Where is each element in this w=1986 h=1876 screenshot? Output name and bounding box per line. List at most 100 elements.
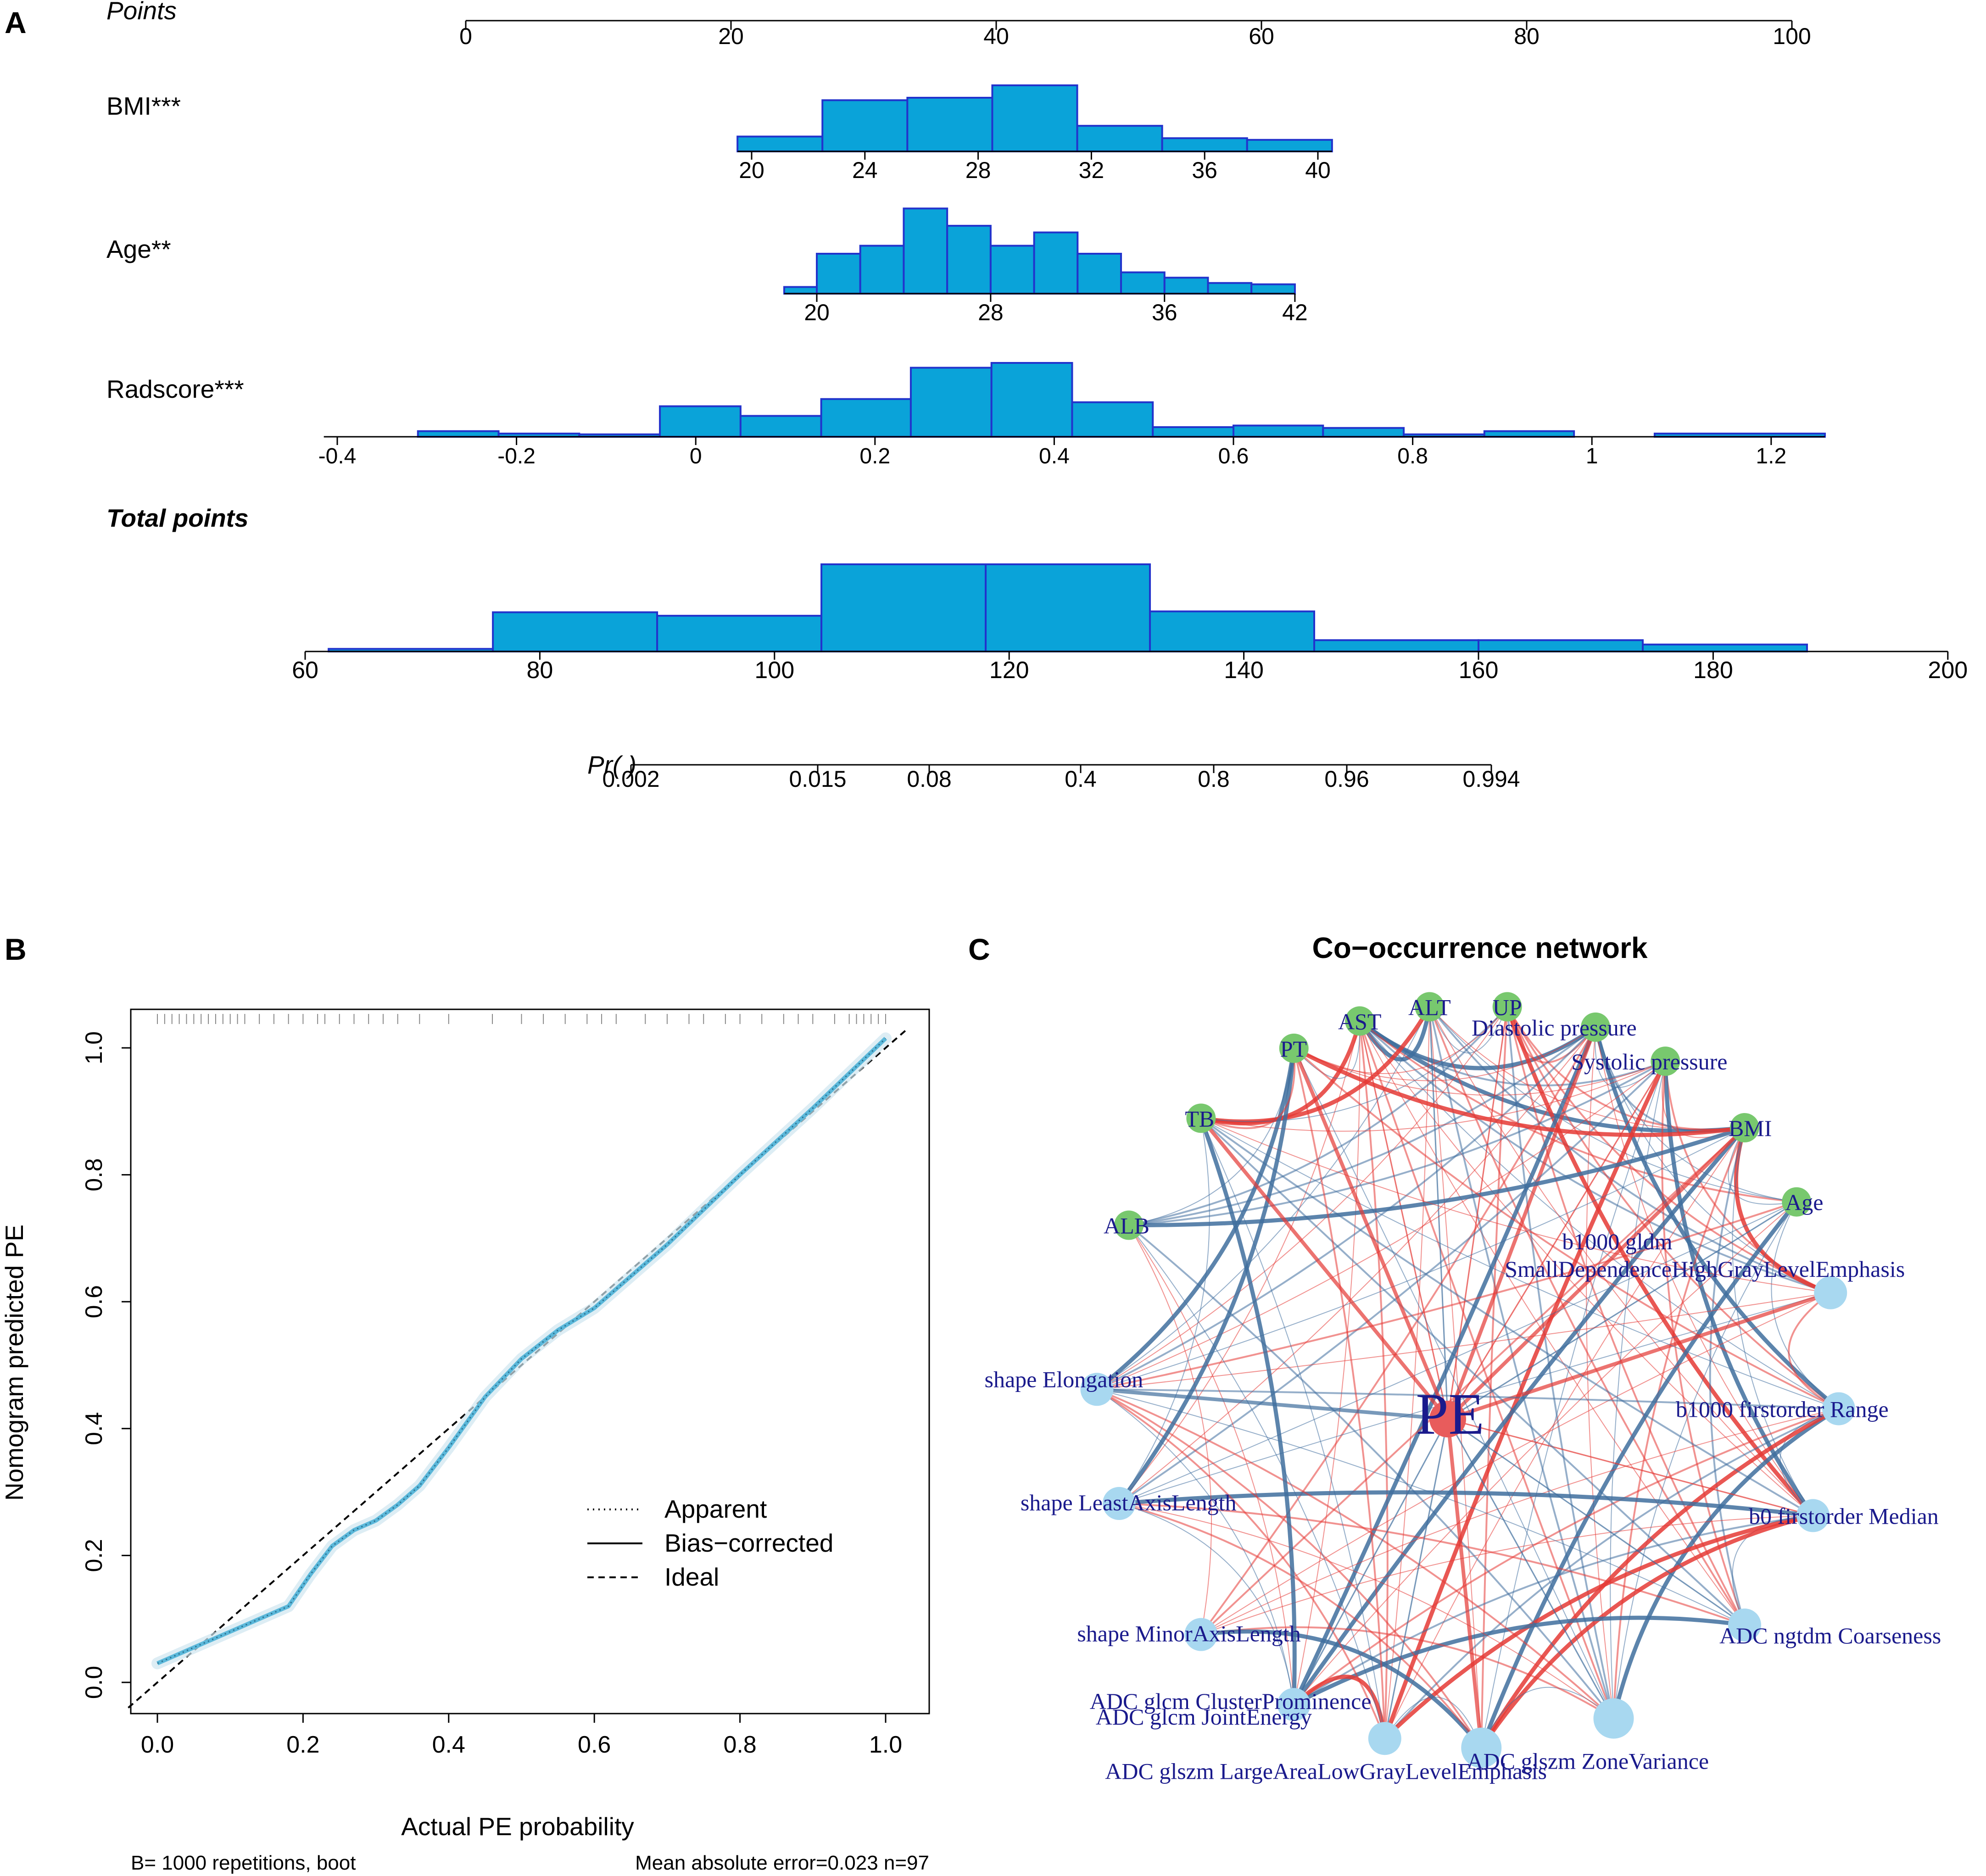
pr-axis-tick-label: 0.015 — [789, 766, 846, 792]
x-axis-label: Actual PE probability — [401, 1812, 634, 1841]
radscore-axis-tick-label: 0.4 — [1039, 444, 1070, 468]
network-node-label: ADC ngtdm Coarseness — [1719, 1623, 1941, 1648]
pr-axis-tick-label: 0.994 — [1462, 766, 1520, 792]
total-hist-bar — [1149, 610, 1316, 652]
panel-letter-b: B — [5, 932, 27, 966]
radscore-hist-bar — [1071, 401, 1154, 438]
total-axis-tick-label: 80 — [526, 657, 553, 684]
radscore-hist-bar — [739, 415, 822, 438]
network-edge-pe — [1292, 1047, 1450, 1420]
plot-frame — [130, 1008, 930, 1715]
network-edge — [1709, 1127, 1746, 1625]
network-node — [1114, 1210, 1144, 1240]
network-edge — [1200, 1117, 1746, 1626]
network-edge — [1097, 1292, 1831, 1390]
y-axis-label: Nomogram predicted PE — [0, 1225, 28, 1501]
network-node — [1729, 1113, 1759, 1143]
x-tick-label: 1.0 — [869, 1731, 902, 1758]
x-tick-label: 0.4 — [432, 1731, 465, 1758]
network-node — [1782, 1187, 1812, 1217]
network-node-label: b1000 firstorder Range — [1676, 1397, 1889, 1422]
network-edge — [1200, 1629, 1483, 1749]
network-edge — [1359, 1020, 1831, 1294]
network-edge — [1118, 1118, 1210, 1504]
radscore-axis-tick-label: -0.4 — [318, 444, 357, 468]
network-edge — [1384, 1007, 1430, 1739]
points-axis-tick-label: 80 — [1514, 23, 1540, 49]
radscore-hist-bar — [1483, 430, 1575, 438]
total-axis-tick-label: 180 — [1693, 657, 1733, 684]
x-tick-label: 0.0 — [141, 1731, 174, 1758]
points-row-label: Points — [106, 0, 177, 25]
network-panel: C Co−occurrence network AST ALT UPDiastoli… — [968, 931, 1941, 1784]
total-axis-tick-label: 120 — [989, 657, 1029, 684]
pr-axis-tick-label: 0.002 — [602, 766, 659, 792]
radscore-axis-tick-label: 0 — [690, 444, 702, 468]
total-axis-tick-label: 200 — [1928, 657, 1968, 684]
network-edge — [1096, 1388, 1482, 1748]
network-edge-pe — [1447, 1418, 1813, 1516]
network-edge — [1119, 1503, 1614, 1719]
bmi-hist-bar — [991, 84, 1078, 152]
network-edge — [1771, 1202, 1839, 1409]
nomogram-panel: A Points BMI*** Age** Radscore*** Total … — [5, 0, 1968, 792]
network-edge — [1294, 1047, 1666, 1096]
panel-letter-a: A — [5, 6, 27, 39]
network-edge — [1095, 1048, 1296, 1391]
y-tick-label: 0.0 — [81, 1666, 107, 1699]
network-edge-pe — [1446, 1026, 1597, 1420]
age-hist-bar — [946, 225, 992, 295]
bmi-row-label: BMI*** — [106, 92, 181, 120]
legend-bias-corrected: Bias−corrected — [664, 1529, 833, 1557]
radscore-hist-bar — [417, 430, 500, 438]
network-node-label: ALB — [1104, 1213, 1149, 1239]
network-edge — [1428, 1006, 1746, 1626]
radscore-axis-tick-label: 0.8 — [1397, 444, 1428, 468]
age-row-label: Age** — [106, 235, 171, 263]
network-node — [1102, 1487, 1136, 1520]
network-node — [1651, 1047, 1680, 1076]
network-node-label: SmallDependenceHighGrayLevelEmphasis — [1505, 1256, 1905, 1282]
total-hist-bar — [985, 563, 1151, 652]
network-edge — [1128, 1125, 1746, 1228]
network-edge — [1096, 1388, 1614, 1720]
calibration-panel: B 0.0 0.2 0.4 0.6 0.8 1.0 0.0 0.2 0.4 0.6 0.8 1.0 A… — [0, 932, 930, 1874]
age-hist-bar — [1250, 283, 1296, 295]
network-edge-pe — [1447, 1061, 1666, 1420]
apparent-line — [157, 1038, 887, 1664]
legend: Apparent Bias−corrected Ideal — [587, 1495, 833, 1591]
total-points-row-label: Total points — [106, 504, 249, 532]
pr-axis-tick-label: 0.96 — [1324, 766, 1369, 792]
network-edge — [1293, 1201, 1797, 1705]
total-hist-bar — [1478, 639, 1644, 653]
network-edge — [1096, 1389, 1294, 1705]
points-axis-tick-label: 0 — [459, 23, 472, 49]
network-edge — [1128, 1026, 1596, 1226]
network-node-label: Diastolic pressure — [1472, 1015, 1637, 1041]
total-hist-bar — [656, 615, 823, 652]
network-edge-pe — [1097, 1387, 1448, 1421]
bmi-axis-tick-label: 24 — [852, 157, 878, 183]
network-edge — [1119, 1490, 1813, 1518]
network-edge — [1119, 1503, 1745, 1626]
total-axis-tick-label: 60 — [292, 657, 318, 684]
network-node-label: ALT — [1408, 994, 1451, 1020]
age-hist-bar — [1120, 271, 1166, 295]
network-edge — [1201, 1006, 1508, 1122]
network-edge — [1199, 1117, 1297, 1705]
radscore-axis: -0.4 -0.2 0 0.2 0.4 0.6 0.8 1 1.2 — [318, 362, 1826, 468]
age-hist-bar — [783, 286, 818, 295]
y-tick-label: 0.2 — [81, 1539, 107, 1572]
age-hist-bar — [989, 245, 1035, 295]
network-node-label: b1000 gldm — [1562, 1229, 1672, 1254]
age-hist-bar — [903, 207, 948, 295]
age-axis-tick-label: 28 — [978, 300, 1004, 325]
network-edge — [1384, 1408, 1839, 1739]
network-edge — [1200, 1408, 1839, 1635]
probability-row-label: Pr( ) — [587, 751, 636, 779]
network-node-label: TB — [1185, 1106, 1214, 1131]
network-edge-pe — [1384, 1419, 1449, 1739]
network-edge — [1293, 1021, 1361, 1079]
network-node — [1368, 1722, 1401, 1755]
